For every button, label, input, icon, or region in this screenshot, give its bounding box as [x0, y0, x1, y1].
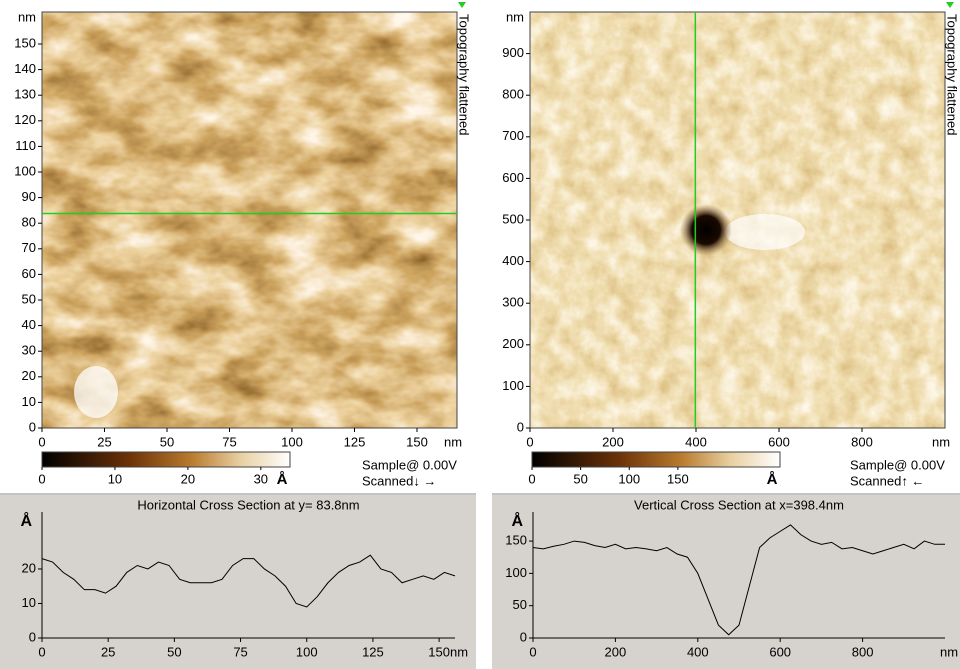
y-tick-label: 800 — [502, 87, 524, 102]
y-tick-label: 0 — [517, 419, 524, 434]
profile-line — [532, 524, 945, 636]
y-tick-label: 80 — [22, 215, 36, 230]
x-tick-label: 75 — [222, 434, 236, 449]
image-title: Topography flattened — [457, 14, 472, 135]
y-tick-label: 700 — [502, 128, 524, 143]
y-tick-label: 150 — [505, 533, 527, 548]
y-tick-label: 200 — [502, 336, 524, 351]
cursor-handle — [458, 2, 466, 8]
x-tick-label: 25 — [97, 434, 111, 449]
y-tick-label: 20 — [22, 368, 36, 383]
y-unit: nm — [18, 9, 36, 24]
topography-image — [42, 12, 457, 428]
x-tick-label: 100 — [281, 434, 303, 449]
y-tick-label: 140 — [14, 61, 36, 76]
scan-label: Scanned↓ → — [362, 473, 436, 488]
x-tick-label: 125 — [362, 644, 384, 659]
profile-panel — [0, 495, 476, 669]
scan-label: Scanned↑ ← — [850, 473, 924, 488]
y-tick-label: 90 — [22, 189, 36, 204]
profile-title: Horizontal Cross Section at y= 83.8nm — [137, 497, 359, 512]
x-tick-label: 50 — [167, 644, 181, 659]
x-tick-label: 50 — [160, 434, 174, 449]
pit-feature — [680, 204, 732, 256]
y-tick-label: 0 — [29, 419, 36, 434]
y-tick-label: 400 — [502, 253, 524, 268]
x-tick-label: 400 — [687, 644, 709, 659]
y-tick-label: 0 — [520, 629, 527, 644]
colorbar-tick-label: 150 — [667, 471, 689, 486]
y-tick-label: 10 — [22, 394, 36, 409]
cursor-handle — [946, 2, 954, 8]
y-tick-label: 50 — [22, 291, 36, 306]
y-tick-label: 10 — [22, 595, 36, 610]
x-unit: nm — [444, 434, 462, 449]
y-tick-label: 30 — [22, 343, 36, 358]
x-tick-label: 25 — [101, 644, 115, 659]
y-tick-label: 70 — [22, 240, 36, 255]
image-title: Topography flattened — [945, 14, 960, 135]
profile-line — [41, 554, 456, 608]
y-tick-label: 900 — [502, 45, 524, 60]
x-tick-label: 200 — [602, 434, 624, 449]
x-tick-label: 0 — [529, 644, 536, 659]
y-unit: Å — [20, 511, 32, 530]
y-tick-label: 300 — [502, 295, 524, 310]
y-unit: Å — [511, 511, 523, 530]
x-tick-label: 150 — [428, 644, 450, 659]
y-tick-label: 0 — [29, 629, 36, 644]
bright-region — [74, 366, 118, 418]
bias-label: Sample@ 0.00V — [850, 457, 945, 472]
colorbar-tick-label: 100 — [618, 471, 640, 486]
x-tick-label: 800 — [852, 644, 874, 659]
colorbar-tick-label: 0 — [38, 471, 45, 486]
y-tick-label: 100 — [505, 565, 527, 580]
x-tick-label: 800 — [851, 434, 873, 449]
profile-panel — [492, 495, 960, 669]
colorbar — [41, 451, 291, 468]
x-unit: nm — [932, 434, 950, 449]
x-tick-label: 600 — [769, 644, 791, 659]
y-tick-label: 150 — [14, 35, 36, 50]
y-tick-label: 60 — [22, 266, 36, 281]
y-tick-label: 100 — [502, 378, 524, 393]
colorbar-tick-label: 30 — [254, 471, 268, 486]
x-tick-label: 200 — [605, 644, 627, 659]
x-tick-label: 125 — [344, 434, 366, 449]
profile-title: Vertical Cross Section at x=398.4nm — [634, 497, 844, 512]
colorbar-tick-label: 50 — [573, 471, 587, 486]
bright-region — [725, 214, 805, 250]
x-tick-label: 100 — [296, 644, 318, 659]
y-unit: nm — [506, 9, 524, 24]
x-tick-label: 75 — [233, 644, 247, 659]
x-tick-label: 150 — [406, 434, 428, 449]
y-tick-label: 130 — [14, 87, 36, 102]
x-tick-label: 0 — [526, 434, 533, 449]
y-tick-label: 50 — [513, 597, 527, 612]
image-frame — [41, 11, 458, 429]
y-tick-label: 120 — [14, 112, 36, 127]
colorbar-unit: Å — [767, 471, 778, 488]
x-tick-label: 600 — [768, 434, 790, 449]
colorbar-tick-label: 10 — [108, 471, 122, 486]
x-tick-label: 400 — [685, 434, 707, 449]
y-tick-label: 40 — [22, 317, 36, 332]
colorbar-tick-label: 20 — [181, 471, 195, 486]
y-tick-label: 600 — [502, 170, 524, 185]
bias-label: Sample@ 0.00V — [362, 457, 457, 472]
x-unit: nm — [450, 644, 468, 659]
colorbar-tick-label: 0 — [528, 471, 535, 486]
x-tick-label: 0 — [38, 644, 45, 659]
y-tick-label: 100 — [14, 163, 36, 178]
x-unit: nm — [940, 644, 958, 659]
x-tick-label: 0 — [38, 434, 45, 449]
y-tick-label: 20 — [22, 560, 36, 575]
colorbar-unit: Å — [277, 471, 288, 488]
colorbar — [531, 451, 781, 468]
y-tick-label: 110 — [15, 138, 36, 153]
y-tick-label: 500 — [502, 211, 524, 226]
